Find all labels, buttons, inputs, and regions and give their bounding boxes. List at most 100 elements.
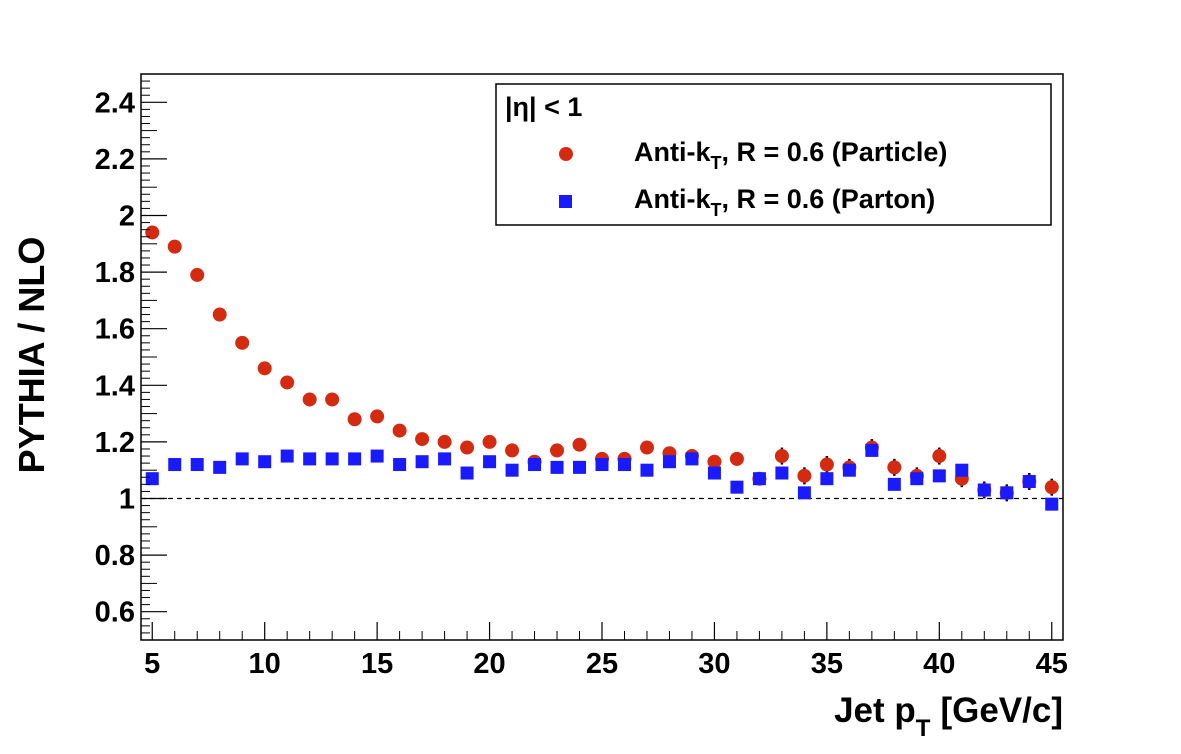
data-point-parton (730, 480, 744, 494)
data-point-parton (438, 452, 452, 466)
tick-layer: 5 10 15 20 25 30 35 40 45 0.6 0.8 1 1.2 1.4 1.6 1.8 2 2.2… (95, 73, 1068, 680)
legend-box (495, 83, 1052, 226)
x-tick-label: 20 (473, 648, 505, 680)
data-point-parton (1045, 497, 1059, 511)
y-tick-label: 1.8 (95, 257, 135, 289)
data-point-parton (910, 472, 924, 486)
data-point-parton (550, 460, 564, 474)
y-tick-label: 0.6 (95, 597, 135, 629)
y-tick-label: 2.2 (95, 144, 135, 176)
data-point-particle (257, 361, 272, 376)
data-point-particle (707, 454, 722, 469)
data-point-parton (1022, 475, 1036, 489)
data-point-parton (977, 483, 991, 497)
data-point-parton (460, 466, 474, 480)
x-tick-label: 40 (923, 648, 955, 680)
data-point-parton (393, 458, 407, 472)
data-point-particle (370, 409, 385, 424)
legend-marker-parton (559, 195, 572, 208)
data-point-parton (303, 452, 317, 466)
legend-entry-particle-rest: , R = 0.6 (Particle) (722, 137, 948, 167)
y-tick-label: 1 (119, 484, 135, 516)
marker-layer (145, 225, 1059, 511)
data-point-particle (302, 392, 317, 407)
data-point-parton (662, 455, 676, 469)
data-point-particle (392, 423, 407, 438)
legend-entry-parton-rest: , R = 0.6 (Parton) (722, 184, 936, 214)
legend-marker-particle (559, 147, 573, 161)
data-point-parton (595, 458, 609, 472)
data-point-parton (707, 466, 721, 480)
data-point-particle (887, 460, 902, 475)
data-point-particle (280, 375, 295, 390)
data-point-particle (505, 443, 520, 458)
x-tick-label: 30 (698, 648, 730, 680)
data-point-parton (258, 455, 272, 469)
data-point-parton (168, 458, 182, 472)
y-tick-label: 1.4 (95, 370, 135, 402)
data-point-particle (550, 443, 565, 458)
data-point-particle (167, 239, 182, 254)
data-point-particle (325, 392, 340, 407)
data-point-parton (573, 460, 587, 474)
data-point-particle (932, 449, 947, 464)
data-point-parton (528, 458, 542, 472)
data-point-particle (482, 434, 497, 449)
legend-entry-particle: Anti-kT, R = 0.6 (Particle) (634, 137, 947, 173)
legend-entry-particle-sub: T (711, 153, 722, 173)
data-point-parton (865, 443, 879, 457)
data-point-parton (1000, 486, 1014, 500)
x-tick-label: 15 (361, 648, 393, 680)
data-point-particle (190, 267, 205, 282)
x-tick-label: 25 (586, 648, 618, 680)
data-point-particle (1044, 480, 1059, 495)
data-point-particle (460, 440, 475, 455)
y-tick-label: 2.4 (95, 87, 135, 119)
y-tick-label: 1.2 (95, 427, 135, 459)
y-tick-label: 1.6 (95, 314, 135, 346)
data-point-particle (774, 449, 789, 464)
data-point-parton (842, 463, 856, 477)
y-tick-label: 2 (119, 201, 135, 233)
data-point-parton (932, 469, 946, 483)
data-point-parton (483, 455, 497, 469)
data-point-parton (280, 449, 294, 463)
y-axis-label: PYTHIA / NLO (11, 237, 52, 474)
data-point-particle (572, 437, 587, 452)
y-tick-label: 0.8 (95, 540, 135, 572)
data-point-parton (213, 460, 227, 474)
legend-header: |η| < 1 (505, 92, 582, 122)
data-point-parton (505, 463, 519, 477)
data-point-particle (729, 451, 744, 466)
data-point-parton (752, 472, 766, 486)
data-point-particle (437, 434, 452, 449)
data-point-parton (415, 455, 429, 469)
data-point-particle (797, 468, 812, 483)
x-axis-label: Jet pT [GeV/c] (834, 691, 1063, 742)
x-axis-label-unit: [GeV/c] (940, 691, 1063, 730)
legend-entry-parton-main: Anti-k (634, 184, 711, 214)
x-tick-label: 35 (811, 648, 843, 680)
x-axis-label-main: Jet p (834, 691, 916, 730)
data-point-parton (348, 452, 362, 466)
data-point-parton (887, 477, 901, 491)
x-axis-label-sub: T (916, 715, 931, 742)
data-point-parton (955, 463, 969, 477)
data-point-parton (617, 458, 631, 472)
data-point-parton (640, 463, 654, 477)
data-point-particle (639, 440, 654, 455)
data-point-parton (775, 466, 789, 480)
data-point-particle (212, 307, 227, 322)
legend-entry-parton: Anti-kT, R = 0.6 (Parton) (634, 184, 935, 220)
data-point-particle (347, 412, 362, 427)
data-point-parton (190, 458, 204, 472)
data-point-parton (325, 452, 339, 466)
data-point-parton (797, 486, 811, 500)
legend-entry-parton-sub: T (711, 200, 722, 220)
data-point-particle (415, 432, 430, 447)
data-point-particle (235, 335, 250, 350)
x-tick-label: 45 (1036, 648, 1068, 680)
x-tick-label: 10 (249, 648, 281, 680)
data-point-parton (820, 472, 834, 486)
